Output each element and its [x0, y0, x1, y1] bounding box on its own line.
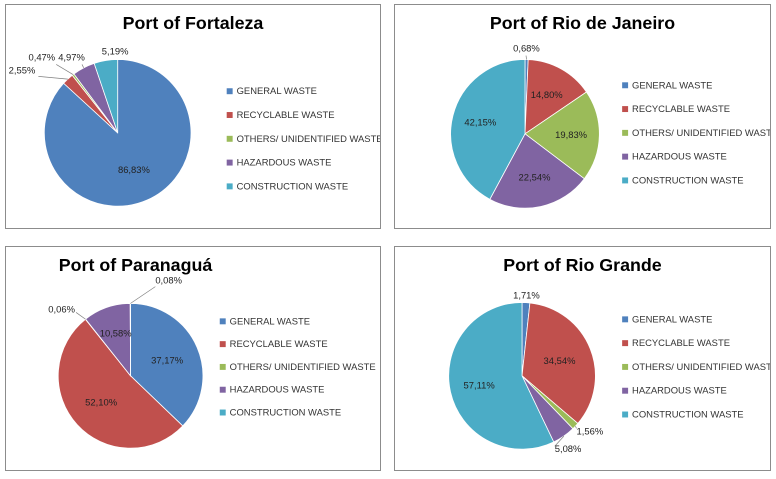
data-label-others-unidentified-waste: 0,47% — [28, 52, 55, 63]
chart-panel-rio-de-janeiro: Port of Rio de Janeiro 0,68% 14,80% 19,83% 2… — [394, 4, 771, 229]
legend-label-recyclable-waste: RECYCLABLE WASTE — [632, 103, 730, 114]
legend-label-hazardous-waste: HAZARDOUS WASTE — [632, 385, 727, 396]
data-label-hazardous-waste: 4,97% — [58, 52, 85, 63]
data-label-recyclable-waste: 2,55% — [9, 64, 36, 75]
legend-label-construction-waste: CONSTRUCTION WASTE — [632, 408, 743, 419]
chart-title: Port of Rio de Janeiro — [490, 13, 675, 33]
legend-swatch-hazardous-waste — [226, 159, 233, 166]
data-label-hazardous-waste: 10,58% — [100, 327, 133, 338]
legend-swatch-others-unidentified-waste — [622, 363, 629, 370]
data-label-general-waste: 1,71% — [513, 290, 540, 301]
pie-slice-others-unidentified-waste — [524, 91, 600, 180]
data-label-others-unidentified-waste: 1,56% — [577, 425, 604, 436]
data-label-others-unidentified-waste: 0,06% — [48, 303, 75, 314]
legend-swatch-construction-waste — [226, 183, 233, 190]
pie-chart-fortaleza: Port of Fortaleza 86,83% 2,55%0,47% 4,97% 5,… — [9, 13, 380, 207]
legend-swatch-recyclable-waste — [219, 341, 226, 348]
legend-label-hazardous-waste: HAZARDOUS WASTE — [632, 151, 727, 162]
data-label-general-waste: 37,17% — [151, 354, 184, 365]
legend-label-hazardous-waste: HAZARDOUS WASTE — [230, 384, 325, 395]
legend-swatch-hazardous-waste — [622, 387, 629, 394]
data-label-general-waste: 0,68% — [513, 43, 540, 54]
legend-swatch-others-unidentified-waste — [219, 363, 226, 370]
pie-slice-construction-waste — [448, 302, 555, 450]
legend-label-hazardous-waste: HAZARDOUS WASTE — [237, 157, 332, 168]
data-label-hazardous-waste: 22,54% — [519, 171, 552, 182]
legend-swatch-general-waste — [219, 318, 226, 325]
legend-label-general-waste: GENERAL WASTE — [632, 79, 712, 90]
data-label-construction-waste: 57,11% — [464, 380, 496, 391]
legend-label-recyclable-waste: RECYCLABLE WASTE — [230, 338, 328, 349]
legend-label-general-waste: GENERAL WASTE — [632, 313, 712, 324]
label-leader-line — [56, 64, 74, 75]
pie-slice-construction-waste — [93, 59, 119, 133]
legend-label-construction-waste: CONSTRUCTION WASTE — [230, 406, 341, 417]
legend-swatch-recyclable-waste — [226, 112, 233, 118]
legend-label-construction-waste: CONSTRUCTION WASTE — [632, 174, 743, 185]
pie-slice-recyclable-waste — [521, 302, 596, 425]
chart-title: Port of Fortaleza — [123, 13, 265, 33]
legend-label-construction-waste: CONSTRUCTION WASTE — [237, 180, 348, 191]
data-label-recyclable-waste: 34,54% — [544, 355, 577, 366]
data-label-construction-waste: 0,08% — [155, 275, 182, 286]
chart-title: Port of Rio Grande — [503, 255, 662, 275]
legend-swatch-general-waste — [622, 82, 629, 89]
label-leader-line — [75, 312, 86, 320]
data-label-construction-waste: 5,19% — [102, 46, 129, 57]
legend-swatch-general-waste — [226, 88, 233, 95]
legend-swatch-recyclable-waste — [622, 340, 629, 347]
label-leader-line — [554, 435, 565, 447]
data-label-hazardous-waste: 5,08% — [555, 443, 582, 454]
legend-label-general-waste: GENERAL WASTE — [237, 85, 317, 96]
legend-swatch-hazardous-waste — [622, 153, 629, 160]
legend-label-others-unidentified-waste: OTHERS/ UNIDENTIFIED WASTE — [237, 133, 380, 144]
legend-swatch-general-waste — [622, 316, 629, 323]
legend-label-general-waste: GENERAL WASTE — [230, 315, 310, 326]
chart-title: Port of Paranaguá — [59, 255, 213, 275]
legend-swatch-hazardous-waste — [219, 386, 226, 393]
legend-swatch-recyclable-waste — [622, 106, 629, 113]
data-label-construction-waste: 42,15% — [464, 117, 497, 128]
legend-swatch-others-unidentified-waste — [226, 135, 233, 142]
legend-label-others-unidentified-waste: OTHERS/ UNIDENTIFIED WASTE — [632, 127, 770, 138]
legend-label-recyclable-waste: RECYCLABLE WASTE — [632, 337, 730, 348]
legend-label-others-unidentified-waste: OTHERS/ UNIDENTIFIED WASTE — [230, 361, 376, 372]
legend-label-others-unidentified-waste: OTHERS/ UNIDENTIFIED WASTE — [632, 361, 770, 372]
data-label-others-unidentified-waste: 19,83% — [555, 129, 588, 140]
pie-slice-recyclable-waste — [57, 318, 184, 449]
label-leader-line — [38, 76, 68, 80]
legend-label-recyclable-waste: RECYCLABLE WASTE — [237, 109, 335, 120]
data-label-recyclable-waste: 52,10% — [85, 397, 118, 408]
legend-swatch-construction-waste — [622, 177, 629, 184]
pie-slice-hazardous-waste — [489, 133, 585, 209]
data-label-general-waste: 86,83% — [118, 164, 151, 175]
pie-slice-general-waste — [130, 303, 204, 427]
pie-slice-recyclable-waste — [524, 59, 587, 135]
data-label-recyclable-waste: 14,80% — [531, 89, 564, 100]
label-leader-line — [525, 55, 527, 60]
legend-swatch-construction-waste — [622, 411, 629, 418]
pie-chart-rio-de-janeiro: Port of Rio de Janeiro 0,68% 14,80% 19,83% 2… — [450, 13, 770, 209]
label-leader-line — [81, 64, 84, 68]
legend-swatch-others-unidentified-waste — [622, 129, 629, 136]
pie-slice-construction-waste — [450, 59, 526, 200]
pie-chart-paranagua: Port of Paranaguá 37,17% 52,10% 0,06% 10,58%… — [48, 255, 376, 449]
pie-chart-rio-grande: Port of Rio Grande 1,71% 34,54% 1,56% 5,08% 5… — [448, 255, 770, 454]
label-leader-line — [575, 426, 577, 429]
chart-panel-rio-grande: Port of Rio Grande 1,71% 34,54% 1,56% 5,08% 5… — [394, 246, 771, 471]
label-leader-line — [130, 286, 156, 304]
legend-swatch-construction-waste — [219, 409, 226, 416]
chart-panel-fortaleza: Port of Fortaleza 86,83% 2,55% 0,47% 4,97% 5,… — [5, 4, 381, 229]
chart-panel-paranagua: Port of Paranaguá 37,17% 52,10% 0,06% 10,58%… — [5, 246, 381, 471]
